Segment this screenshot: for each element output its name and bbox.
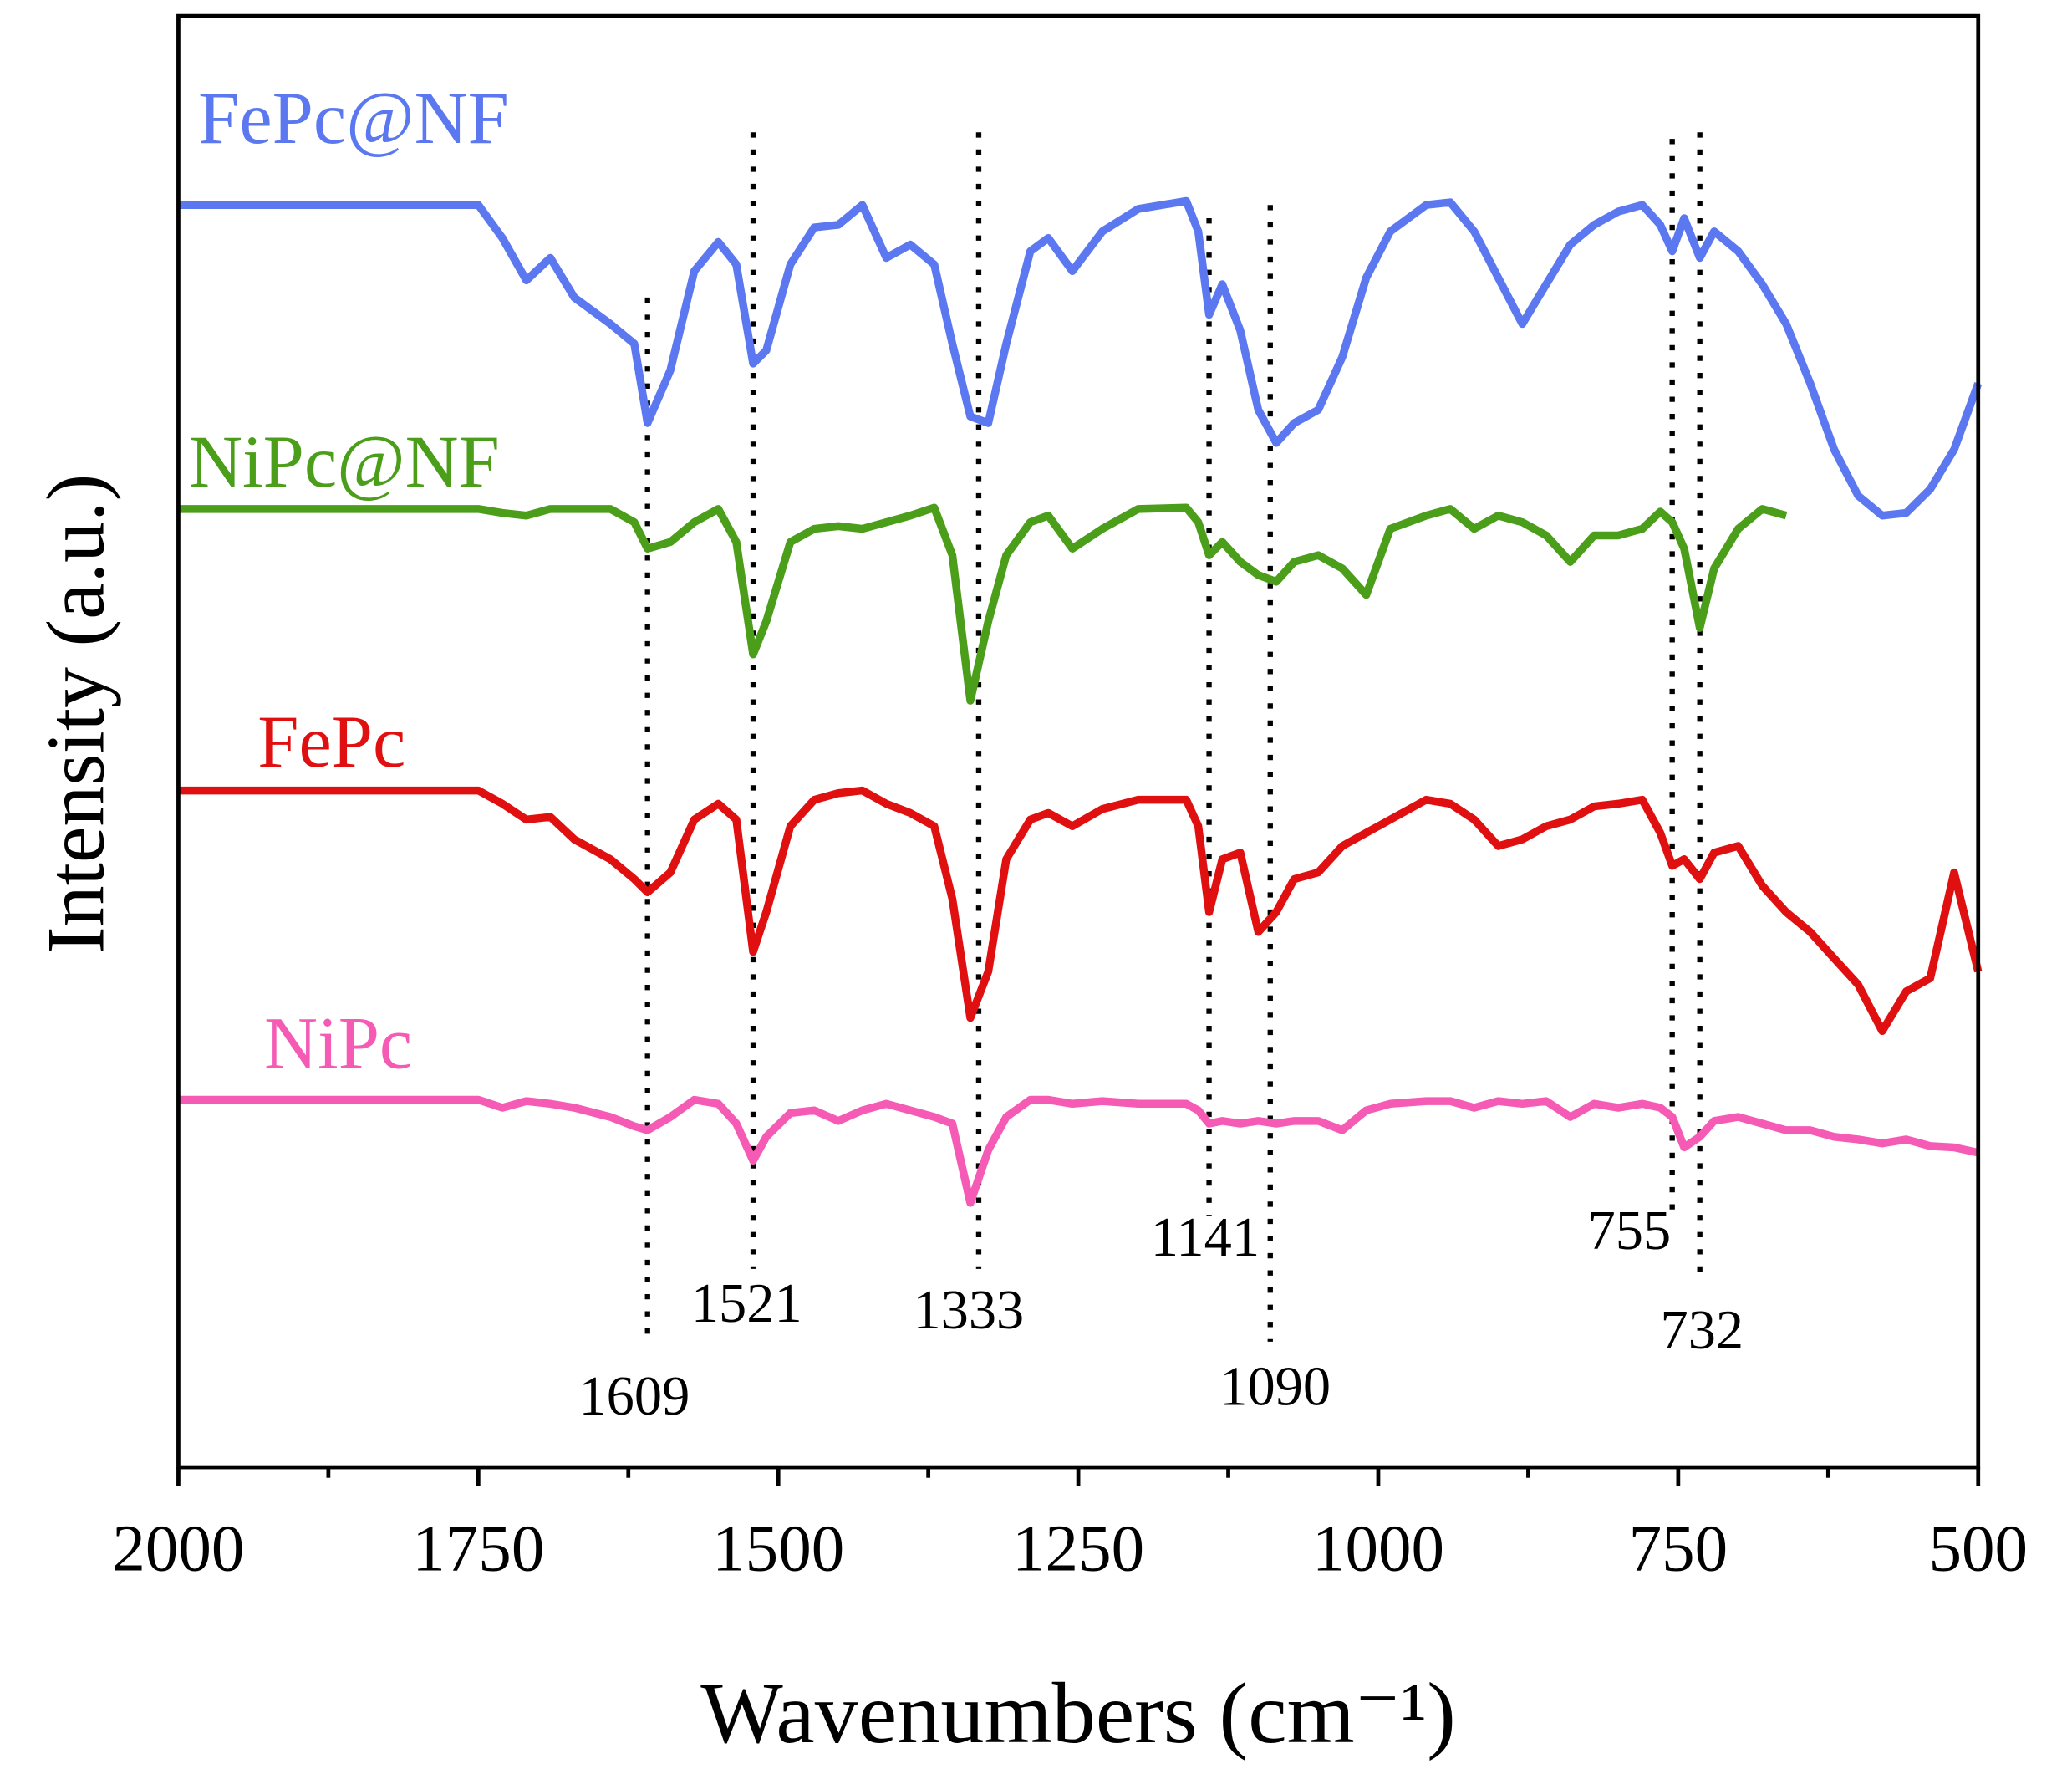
- series-label: NiPc: [264, 1003, 412, 1085]
- plot-frame: [176, 13, 1981, 1470]
- x-tick-label: 1000: [1312, 1512, 1444, 1585]
- peak-label: 1609: [578, 1366, 690, 1427]
- peak-label: 1141: [1151, 1207, 1260, 1268]
- x-tick-label: 2000: [112, 1512, 244, 1585]
- series-label: NiPc@NF: [189, 421, 500, 503]
- series-label: FePc: [257, 701, 405, 783]
- series-line: [178, 503, 1788, 705]
- series-line: [178, 786, 1983, 1036]
- series-line: [178, 1095, 1979, 1207]
- x-tick-label: 500: [1928, 1512, 2028, 1585]
- series-line: [178, 196, 1983, 520]
- peak-label: 732: [1661, 1300, 1744, 1361]
- peak-label: 1333: [913, 1280, 1024, 1341]
- peak-label: 1090: [1219, 1357, 1331, 1418]
- y-axis-label: Intensity (a.u.): [31, 474, 121, 954]
- x-tick-label: 1750: [412, 1512, 544, 1585]
- peak-label: 1521: [691, 1273, 802, 1334]
- series-label: FePc@NF: [198, 78, 509, 160]
- x-axis-label: Wavenumbers (cm⁻¹): [700, 1664, 1456, 1761]
- x-tick-label: 750: [1629, 1512, 1728, 1585]
- x-tick-label: 1500: [712, 1512, 844, 1585]
- x-tick-label: 1250: [1012, 1512, 1144, 1585]
- peak-label: 755: [1588, 1201, 1672, 1262]
